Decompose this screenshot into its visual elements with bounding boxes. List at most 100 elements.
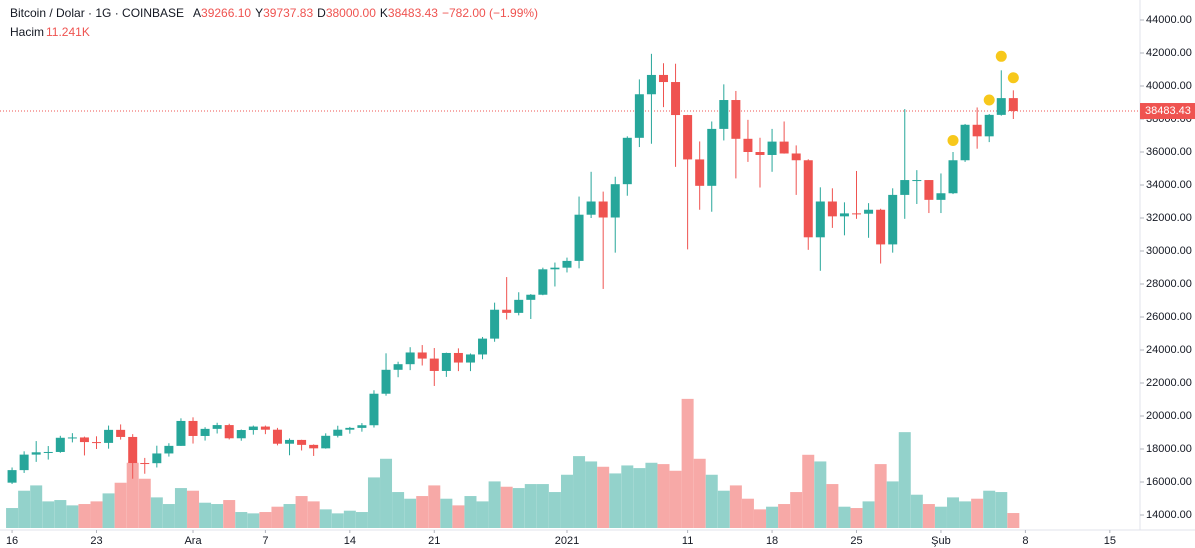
candle-body	[92, 442, 102, 444]
volume-bar	[838, 506, 851, 528]
volume-bar	[681, 398, 694, 528]
candle-body	[864, 209, 874, 214]
volume-bar	[886, 481, 899, 528]
volume-bar	[428, 485, 441, 528]
volume-bar	[102, 493, 115, 528]
volume-bar	[802, 454, 815, 528]
volume-bar	[693, 458, 706, 528]
volume-bar	[500, 486, 513, 528]
volume-bar	[512, 488, 525, 528]
volume-name: Hacim	[10, 25, 44, 39]
candle-body	[176, 420, 186, 446]
signal-marker	[1007, 72, 1019, 84]
volume-bar	[6, 508, 19, 528]
candle-body	[646, 74, 656, 95]
y-tick-label: 42000.00	[1146, 47, 1192, 59]
candle-body	[7, 470, 17, 483]
y-tick-label: 40000.00	[1146, 80, 1192, 92]
volume-bar	[90, 501, 103, 528]
volume-bar	[42, 501, 55, 528]
candle-body	[526, 294, 536, 300]
volume-bar	[380, 458, 393, 528]
candle-body	[333, 429, 343, 436]
candle-body	[188, 420, 198, 436]
x-tick-label: 7	[262, 535, 268, 547]
candle-body	[321, 435, 331, 449]
candle-body	[731, 100, 741, 139]
candle-body	[996, 98, 1006, 115]
volume-bar	[645, 462, 658, 528]
volume-bar	[114, 482, 127, 528]
volume-bar	[741, 498, 754, 528]
candle-body	[357, 425, 367, 428]
candle-body	[719, 100, 729, 129]
volume-bar	[367, 477, 380, 528]
signal-marker	[995, 50, 1007, 62]
volume-bar	[1007, 513, 1020, 528]
stat-key: Y	[255, 6, 263, 20]
candle-body	[79, 437, 89, 443]
stat-key: D	[317, 6, 326, 20]
volume-bar	[416, 496, 429, 528]
volume-bar	[766, 506, 779, 528]
volume-bar	[392, 492, 405, 528]
x-tick-label: 8	[1022, 535, 1028, 547]
volume-bar	[862, 501, 875, 528]
signal-marker	[983, 94, 995, 106]
candle-body	[912, 180, 922, 182]
x-tick-label: 25	[850, 535, 862, 547]
candle-body	[67, 437, 77, 439]
y-tick-label: 30000.00	[1146, 245, 1192, 257]
volume-bar	[452, 505, 465, 528]
chart-title: Bitcoin / Dolar · 1G · COINBASE	[10, 6, 184, 20]
candle-body	[429, 358, 439, 371]
volume-bar	[259, 512, 272, 528]
candle-body	[116, 429, 126, 437]
candle-body	[345, 427, 355, 430]
candle-body	[140, 463, 150, 465]
volume-bar	[790, 492, 803, 528]
x-tick-label: Şub	[931, 535, 951, 547]
volume-bar	[247, 513, 260, 528]
signal-marker	[947, 134, 959, 146]
candle-body	[55, 437, 65, 452]
candle-body	[248, 426, 258, 431]
last-price-label: 38483.43	[1145, 105, 1191, 117]
y-tick-label: 22000.00	[1146, 377, 1192, 389]
candle-body	[297, 439, 307, 445]
volume-bar	[30, 485, 43, 528]
candle-body	[803, 160, 813, 238]
candle-body	[562, 260, 572, 268]
stat-value: 38000.00	[326, 6, 376, 20]
candle-body	[478, 338, 488, 355]
volume-bar	[898, 432, 911, 528]
candle-body	[888, 194, 898, 245]
volume-bar	[585, 461, 598, 528]
volume-bar	[995, 492, 1008, 528]
candle-body	[369, 393, 379, 426]
candle-body	[490, 309, 500, 339]
candle-body	[104, 429, 114, 443]
volume-bar	[524, 484, 537, 528]
candle-body	[839, 213, 849, 217]
volume-bar	[910, 494, 923, 528]
candle-body	[707, 128, 717, 186]
candle-body	[152, 453, 162, 464]
volume-bar	[355, 512, 368, 528]
candle-body	[852, 213, 862, 215]
candle-body	[779, 141, 789, 154]
stat-value: 39737.83	[263, 6, 313, 20]
x-tick-label: 14	[344, 535, 356, 547]
candle-body	[200, 428, 210, 436]
volume-bar	[609, 473, 622, 528]
y-tick-label: 44000.00	[1146, 14, 1192, 26]
candle-body	[586, 201, 596, 215]
volume-bar	[657, 464, 670, 528]
candle-body	[550, 267, 560, 270]
stat-key: K	[380, 6, 388, 20]
volume-bar	[814, 461, 827, 528]
candle-body	[514, 299, 524, 313]
volume-bar	[729, 485, 742, 528]
stat-key: A	[193, 6, 201, 20]
